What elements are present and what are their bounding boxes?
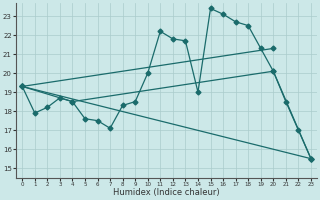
X-axis label: Humidex (Indice chaleur): Humidex (Indice chaleur) <box>113 188 220 197</box>
